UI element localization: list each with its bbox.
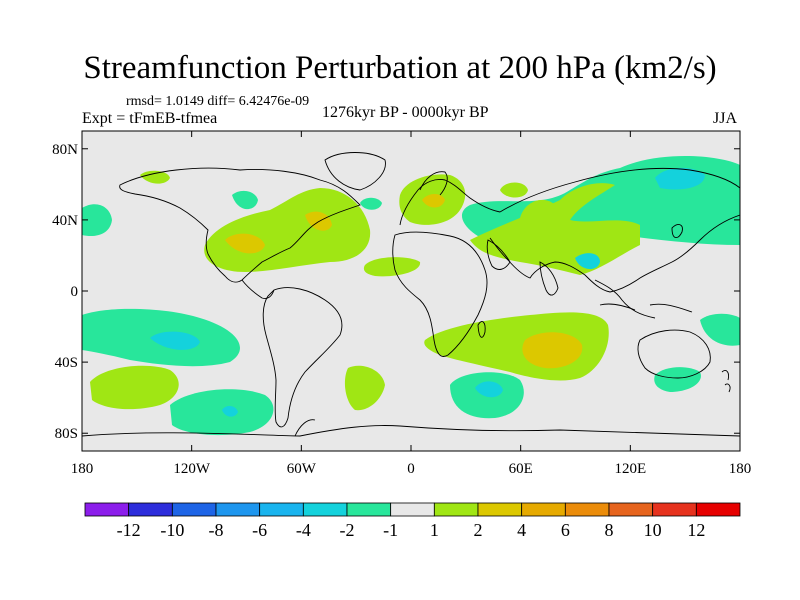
coast-new-zealand (721, 369, 731, 393)
field-southern-cyan-spot (222, 406, 238, 417)
lon-tick-label: 0 (407, 461, 415, 477)
coast-africa (392, 231, 488, 357)
coast-madagascar (477, 321, 486, 338)
coast-greenland (324, 152, 386, 191)
field-southern-lime-mid (344, 365, 385, 411)
coast-central-america (241, 279, 275, 299)
colorbar-label: 4 (517, 520, 526, 540)
field-alaska-lime (140, 170, 170, 184)
field-southern-lime-west (90, 365, 179, 410)
field-greenland-green (360, 197, 382, 210)
coast-south-america (262, 287, 343, 428)
colorbar-label: 2 (474, 520, 483, 540)
colorbar-swatch (128, 502, 173, 517)
colorbar-label: 1 (430, 520, 439, 540)
colorbar-swatch (695, 502, 741, 517)
coast-antarctic-peninsula (294, 419, 316, 437)
coast-arabia (486, 239, 511, 270)
field-southindian-cyan (475, 381, 503, 398)
colorbar-label: 8 (605, 520, 614, 540)
colorbar-label: -12 (117, 520, 141, 540)
colorbar-label: -6 (252, 520, 267, 540)
colorbar-swatch (652, 502, 697, 517)
colorbar-swatch (215, 502, 261, 517)
colorbar-label: 12 (687, 520, 705, 540)
colorbar-swatch (302, 502, 348, 517)
period-label: 1276kyr BP - 0000kyr BP (322, 104, 489, 121)
coast-antarctica (82, 425, 740, 437)
lat-tick-label: 40N (52, 213, 78, 229)
lon-tick-label: 180 (729, 461, 752, 477)
field-arctic-lime (500, 182, 528, 198)
season-label: JJA (713, 110, 738, 127)
field-southern-green-mid (170, 389, 274, 436)
field-southatlantic-mustard (522, 332, 583, 369)
chart-title: Streamfunction Perturbation at 200 hPa (… (83, 50, 717, 86)
colorbar-swatch (477, 502, 523, 517)
lat-tick-label: 80N (52, 142, 78, 158)
colorbar-label: -2 (340, 520, 355, 540)
colorbar-label: -4 (296, 520, 311, 540)
colorbar-swatch (84, 502, 130, 517)
coast-asia (489, 167, 740, 293)
field-australia-green (654, 367, 701, 392)
colorbar-swatch (171, 502, 217, 517)
coast-europe (399, 179, 501, 226)
coast-australia (637, 329, 711, 379)
colorbar-label: -10 (160, 520, 184, 540)
colorbar-swatch (346, 502, 392, 517)
lat-tick-label: 80S (55, 426, 78, 442)
field-eastpacific-green-right (700, 313, 740, 346)
lon-tick-label: 60W (287, 461, 317, 477)
axis-ticks (81, 131, 741, 451)
axis-labels: 80N 40N 0 40S 80S 180 120W 60W 0 60E 120E 180 (52, 142, 751, 477)
field-northafrica-lime (363, 257, 421, 277)
field-asia-lime-band (470, 183, 640, 275)
field-europe-mustard (422, 194, 445, 208)
colorbar-label: -8 (209, 520, 224, 540)
lat-tick-label: 0 (71, 284, 79, 300)
field-asia-cyan-spot (575, 253, 600, 270)
coast-india (539, 261, 559, 296)
field-southpacific-cyan (150, 331, 200, 350)
field-northatlantic-mustard (225, 233, 265, 254)
contour-fields (82, 155, 740, 436)
field-northpacific-green (82, 204, 112, 237)
lat-tick-label: 40S (55, 355, 78, 371)
experiment-label: Expt = tFmEB-tfmea (82, 110, 218, 127)
coast-scandinavia (419, 171, 448, 196)
coast-north-america (119, 167, 361, 283)
lon-tick-label: 60E (509, 461, 533, 477)
field-northwest-atlantic-green (232, 190, 258, 210)
colorbar-swatch (259, 502, 304, 517)
colorbar-label: 6 (561, 520, 570, 540)
stats-line: rmsd= 1.0149 diff= 6.42476e-09 (126, 94, 310, 109)
lon-tick-label: 180 (71, 461, 94, 477)
coast-southeast-asia (594, 279, 656, 319)
colorbar-swatch (564, 502, 610, 517)
colorbar-label: 10 (644, 520, 662, 540)
field-japan-lime (520, 199, 556, 225)
colorbar-swatch (521, 502, 566, 517)
coastlines (82, 152, 740, 437)
colorbar-swatch (390, 502, 435, 517)
colorbar-swatch (433, 502, 479, 517)
colorbar-swatch (608, 502, 654, 517)
coast-japan (671, 224, 683, 238)
lon-tick-label: 120W (173, 461, 211, 477)
colorbar: -12 -10 -8 -6 -4 -2 -1 1 2 4 6 8 10 12 (84, 502, 741, 540)
colorbar-label: -1 (383, 520, 398, 540)
lon-tick-label: 120E (614, 461, 646, 477)
field-northatlantic-mustard-2 (305, 211, 332, 231)
field-pacific-cyan (655, 167, 705, 190)
coast-indonesia (599, 303, 693, 313)
